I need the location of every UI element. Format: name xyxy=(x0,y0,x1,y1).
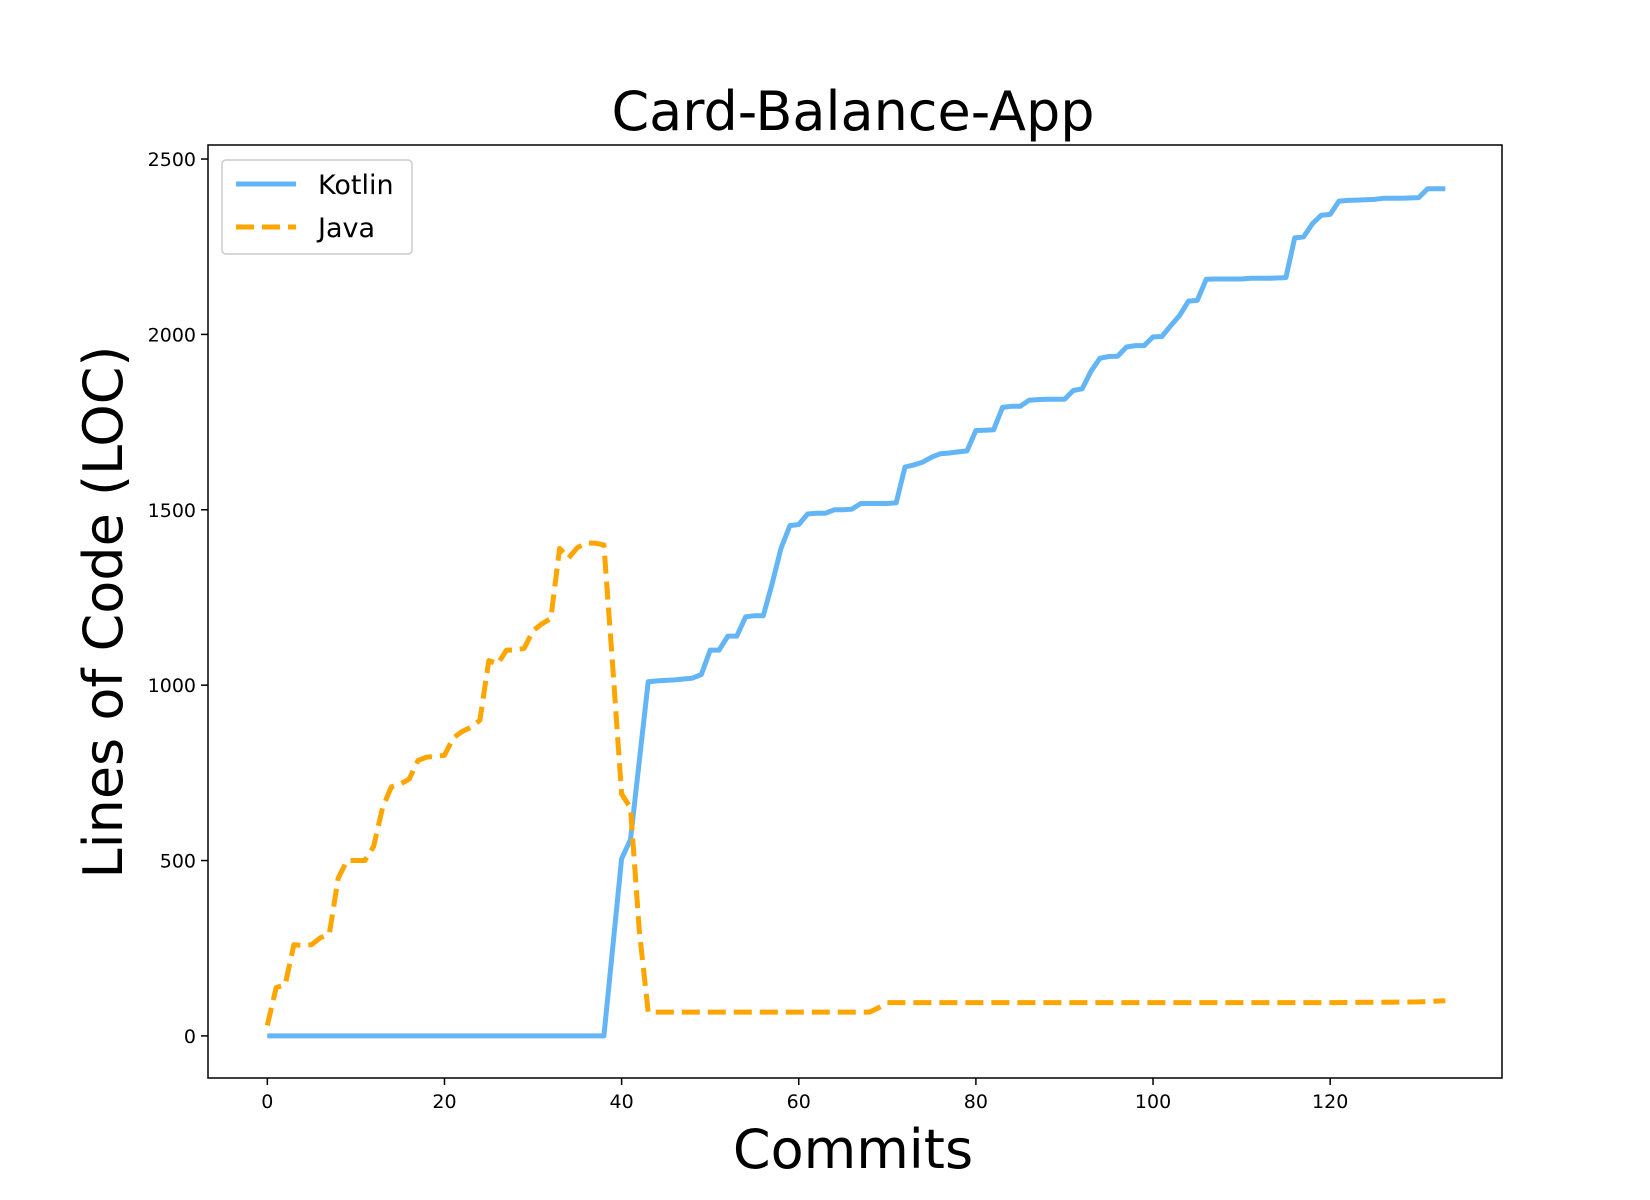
y-tick-label: 2500 xyxy=(148,149,196,171)
chart-title: Card-Balance-App xyxy=(611,80,1094,143)
y-tick-label: 500 xyxy=(160,851,196,873)
y-tick-label: 0 xyxy=(184,1026,196,1048)
y-axis-label: Lines of Code (LOC) xyxy=(72,346,135,879)
legend: Kotlin Java xyxy=(221,159,413,255)
x-tick-label: 40 xyxy=(610,1091,634,1113)
y-tick-label: 2000 xyxy=(148,324,196,346)
x-tick-label: 20 xyxy=(432,1091,456,1113)
x-axis-ticks: 0 20 40 60 80 100 120 xyxy=(261,1078,1348,1113)
y-tick-label: 1500 xyxy=(148,500,196,522)
plot-frame xyxy=(207,144,1503,1079)
x-tick-label: 0 xyxy=(261,1091,273,1113)
legend-label-kotlin: Kotlin xyxy=(318,170,394,201)
legend-label-java: Java xyxy=(316,213,375,244)
y-axis-ticks: 0 500 1000 1500 2000 2500 xyxy=(148,149,208,1048)
series-line-java xyxy=(264,540,1446,1026)
y-tick-label: 1000 xyxy=(148,675,196,697)
x-tick-label: 120 xyxy=(1312,1091,1348,1113)
x-tick-label: 60 xyxy=(787,1091,811,1113)
x-tick-label: 100 xyxy=(1135,1091,1171,1113)
plot-area: 0 20 40 60 80 100 120 0 500 1000 1500 2000 2500 xyxy=(148,144,1503,1113)
series-line-kotlin xyxy=(267,186,1446,1039)
x-axis-label: Commits xyxy=(733,1118,973,1181)
x-tick-label: 80 xyxy=(964,1091,988,1113)
series-layer xyxy=(264,186,1446,1039)
